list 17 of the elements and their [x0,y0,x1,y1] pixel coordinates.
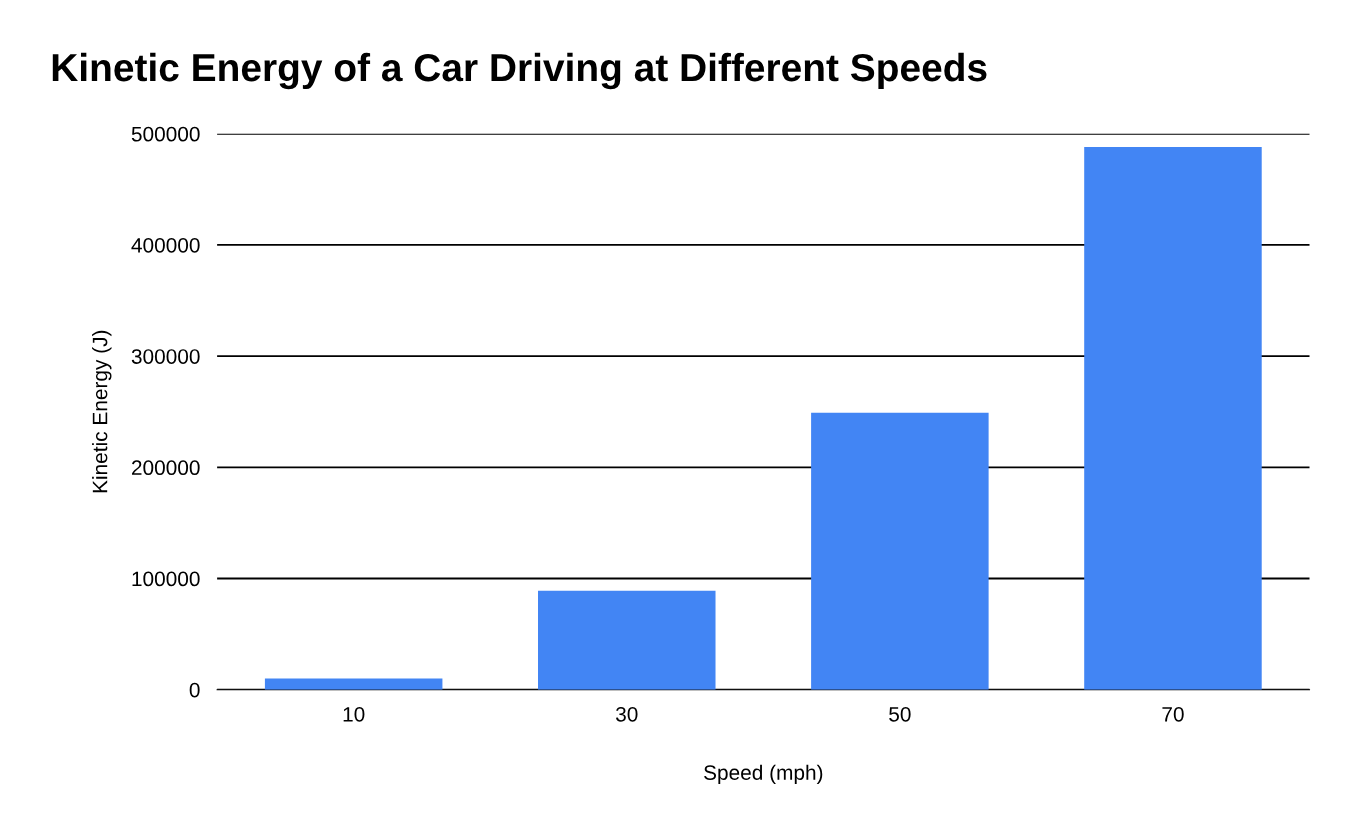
y-tick-label: 0 [189,682,200,698]
y-tick-label: 200000 [131,460,200,476]
bar [264,678,443,690]
bar [538,590,716,690]
y-tick-label: 500000 [131,126,200,142]
chart-title: Kinetic Energy of a Car Driving at Different Speeds [52,52,987,90]
y-axis-title: Kinetic Energy (J) [92,330,112,493]
y-tick-label: 100000 [132,571,200,587]
bar [1084,147,1262,690]
y-tick-label: 300000 [131,349,200,364]
x-axis-title: Speed (mph) [704,764,823,785]
x-tick-label: 30 [615,706,638,722]
x-tick-label: 50 [889,706,911,722]
x-tick-label: 70 [1162,706,1184,722]
x-tick-label: 10 [343,706,365,722]
bar [811,412,989,690]
y-tick-label: 400000 [131,237,200,253]
